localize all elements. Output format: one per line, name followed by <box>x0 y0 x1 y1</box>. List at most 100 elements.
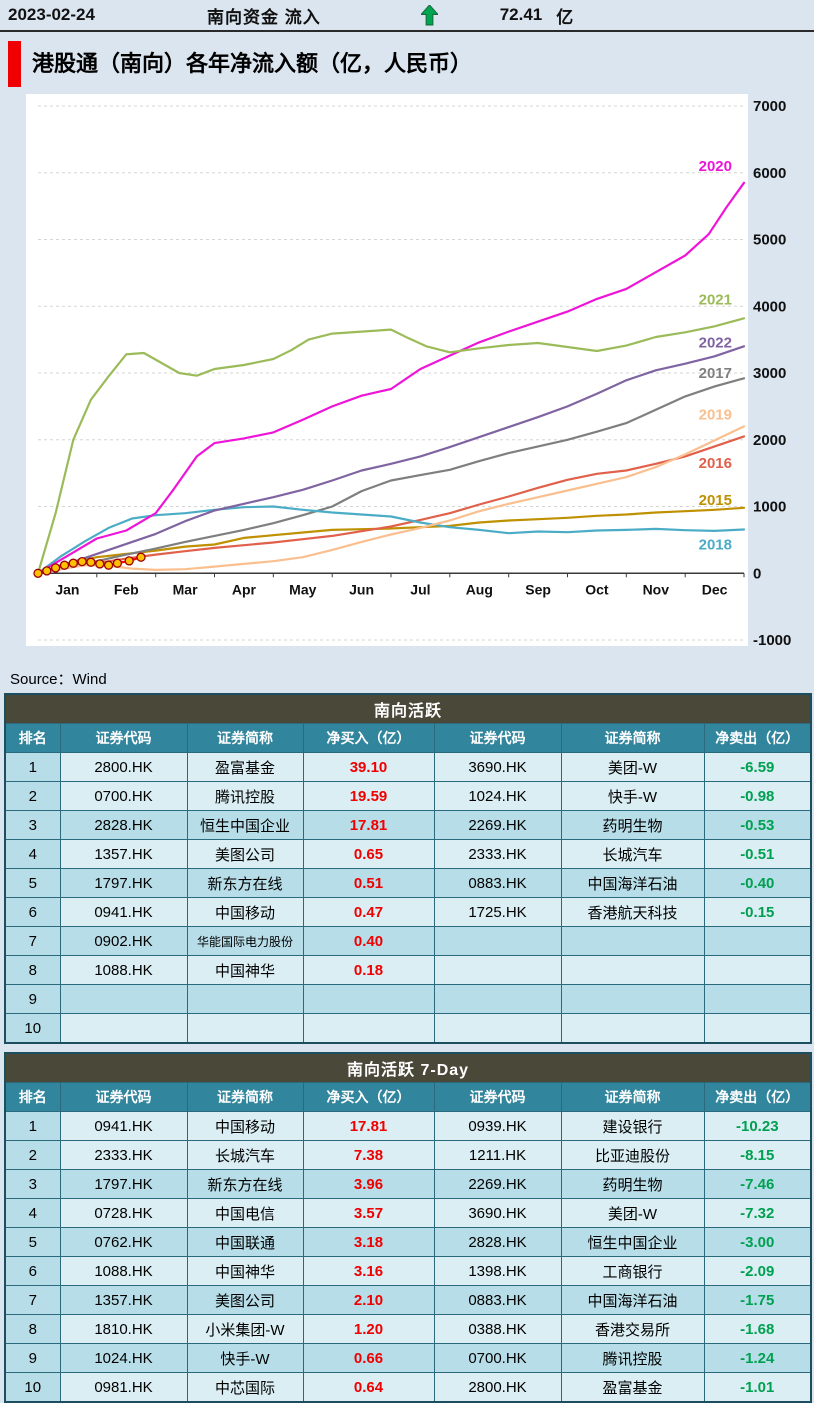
sell-value-cell: -0.15 <box>703 897 812 927</box>
col-header-buy-value: 净买入（亿） <box>302 1082 435 1112</box>
buy-value-cell: 19.59 <box>302 781 435 811</box>
sell-code-cell <box>433 955 562 985</box>
y-tick-label: -1000 <box>753 632 791 649</box>
x-tick-label: Aug <box>466 581 493 597</box>
buy-name-cell: 中国联通 <box>186 1227 304 1257</box>
sell-name-cell: 比亚迪股份 <box>560 1140 705 1170</box>
table-row: 1 0941.HK 中国移动 17.81 0939.HK 建设银行 -10.23 <box>4 1111 812 1141</box>
rank-cell: 10 <box>4 1372 61 1403</box>
y-tick-label: 7000 <box>753 98 786 115</box>
col-header-buy-name: 证券简称 <box>186 723 304 753</box>
col-header-sell-name: 证券简称 <box>560 1082 705 1112</box>
col-header-sell-value: 净卖出（亿） <box>703 1082 812 1112</box>
table-row: 10 0981.HK 中芯国际 0.64 2800.HK 盈富基金 -1.01 <box>4 1372 812 1403</box>
table2-header-row: 排名 证券代码 证券简称 净买入（亿） 证券代码 证券简称 净卖出（亿） <box>4 1082 812 1112</box>
buy-name-cell: 美图公司 <box>186 839 304 869</box>
series-marker-2023 <box>103 560 114 570</box>
col-header-sell-value: 净卖出（亿） <box>703 723 812 753</box>
sell-code-cell <box>433 926 562 956</box>
rank-cell: 6 <box>4 897 61 927</box>
x-tick-label: Dec <box>702 581 728 597</box>
buy-code-cell: 0941.HK <box>59 1111 188 1141</box>
sell-value-cell: -2.09 <box>703 1256 812 1286</box>
sell-name-cell: 腾讯控股 <box>560 1343 705 1373</box>
series-line-2015 <box>36 506 746 575</box>
col-header-rank: 排名 <box>4 723 61 753</box>
series-marker-2023 <box>33 568 43 578</box>
buy-value-cell: 2.10 <box>302 1285 435 1315</box>
plot-background <box>26 94 748 646</box>
rank-cell: 10 <box>4 1013 61 1044</box>
sell-name-cell <box>560 926 705 956</box>
buy-name-cell: 中国神华 <box>186 955 304 985</box>
buy-name-cell: 快手-W <box>186 1343 304 1373</box>
buy-code-cell: 1357.HK <box>59 1285 188 1315</box>
sell-value-cell: -1.68 <box>703 1314 812 1344</box>
sell-name-cell: 中国海洋石油 <box>560 868 705 898</box>
title-accent-bar <box>8 41 21 87</box>
sell-code-cell: 1398.HK <box>433 1256 562 1286</box>
buy-code-cell: 2800.HK <box>59 752 188 782</box>
buy-code-cell: 1357.HK <box>59 839 188 869</box>
sell-code-cell: 0700.HK <box>433 1343 562 1373</box>
sell-name-cell: 香港交易所 <box>560 1314 705 1344</box>
series-line-2017 <box>36 377 746 575</box>
col-header-sell-name: 证券简称 <box>560 723 705 753</box>
sell-name-cell: 盈富基金 <box>560 1372 705 1403</box>
series-year-label-2016: 2016 <box>699 455 732 472</box>
chart-title: 港股通（南向）各年净流入额（亿，人民币） <box>32 51 473 76</box>
rank-cell: 5 <box>4 1227 61 1257</box>
sell-value-cell: -0.40 <box>703 868 812 898</box>
rank-cell: 2 <box>4 1140 61 1170</box>
sell-name-cell: 美团-W <box>560 1198 705 1228</box>
sell-value-cell <box>703 984 812 1014</box>
table-row: 9 <box>4 984 812 1014</box>
sell-value-cell: -7.46 <box>703 1169 812 1199</box>
series-marker-2023 <box>86 557 96 567</box>
rank-cell: 7 <box>4 1285 61 1315</box>
buy-code-cell: 0728.HK <box>59 1198 188 1228</box>
table-row: 1 2800.HK 盈富基金 39.10 3690.HK 美团-W -6.59 <box>4 752 812 782</box>
sell-value-cell: -1.24 <box>703 1343 812 1373</box>
table-row: 2 0700.HK 腾讯控股 19.59 1024.HK 快手-W -0.98 <box>4 781 812 811</box>
buy-value-cell: 0.66 <box>302 1343 435 1373</box>
sell-name-cell: 中国海洋石油 <box>560 1285 705 1315</box>
buy-value-cell: 0.51 <box>302 868 435 898</box>
sell-name-cell: 美团-W <box>560 752 705 782</box>
x-tick-label: Jan <box>55 581 79 597</box>
sell-name-cell: 工商银行 <box>560 1256 705 1286</box>
buy-value-cell <box>302 984 435 1014</box>
buy-code-cell <box>59 1013 188 1044</box>
series-marker-2023 <box>59 560 70 570</box>
x-tick-label: Jul <box>410 581 430 597</box>
col-header-buy-value: 净买入（亿） <box>302 723 435 753</box>
x-tick-label: Oct <box>585 581 609 597</box>
sell-name-cell: 快手-W <box>560 781 705 811</box>
buy-code-cell <box>59 984 188 1014</box>
table-row: 4 0728.HK 中国电信 3.57 3690.HK 美团-W -7.32 <box>4 1198 812 1228</box>
sell-code-cell: 1024.HK <box>433 781 562 811</box>
buy-code-cell: 1810.HK <box>59 1314 188 1344</box>
x-tick-label: Mar <box>173 581 198 597</box>
series-year-label-2015: 2015 <box>699 492 732 509</box>
buy-name-cell: 盈富基金 <box>186 752 304 782</box>
rank-cell: 9 <box>4 1343 61 1373</box>
sell-value-cell: -3.00 <box>703 1227 812 1257</box>
rank-cell: 1 <box>4 1111 61 1141</box>
sell-value-cell <box>703 1013 812 1044</box>
table-row: 3 1797.HK 新东方在线 3.96 2269.HK 药明生物 -7.46 <box>4 1169 812 1199</box>
y-tick-label: 3000 <box>753 365 786 382</box>
buy-code-cell: 1797.HK <box>59 1169 188 1199</box>
table-row: 7 1357.HK 美图公司 2.10 0883.HK 中国海洋石油 -1.75 <box>4 1285 812 1315</box>
table-row: 5 0762.HK 中国联通 3.18 2828.HK 恒生中国企业 -3.00 <box>4 1227 812 1257</box>
sell-code-cell: 2269.HK <box>433 810 562 840</box>
col-header-buy-code: 证券代码 <box>59 1082 188 1112</box>
buy-value-cell: 3.57 <box>302 1198 435 1228</box>
y-tick-label: 2000 <box>753 432 786 449</box>
sell-value-cell: -1.75 <box>703 1285 812 1315</box>
buy-name-cell: 小米集团-W <box>186 1314 304 1344</box>
sell-name-cell: 恒生中国企业 <box>560 1227 705 1257</box>
sell-value-cell: -8.15 <box>703 1140 812 1170</box>
sell-value-cell <box>703 955 812 985</box>
series-year-label-2018: 2018 <box>699 537 732 554</box>
